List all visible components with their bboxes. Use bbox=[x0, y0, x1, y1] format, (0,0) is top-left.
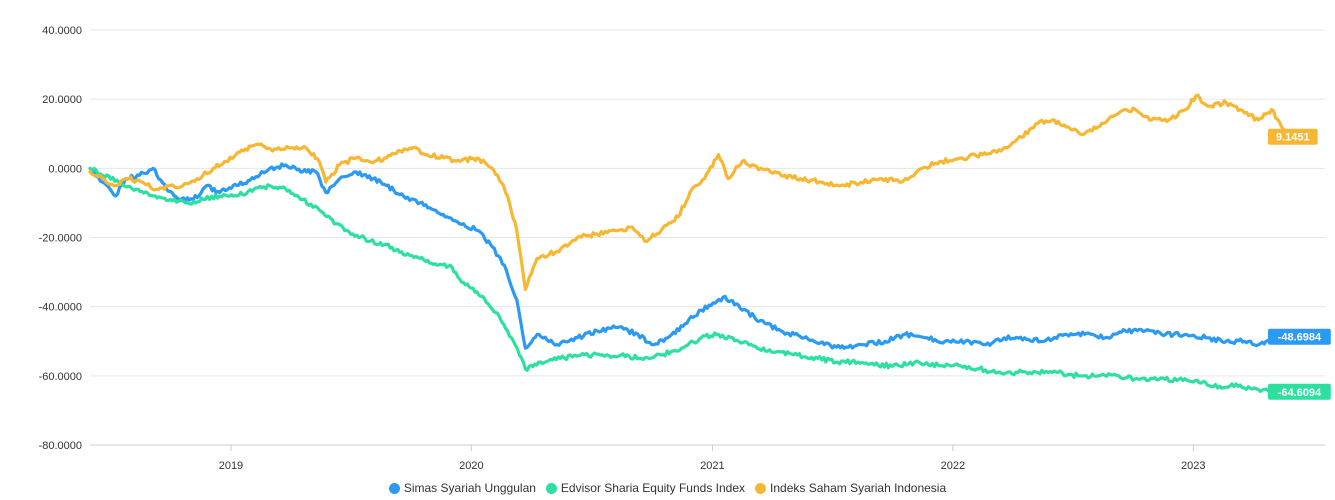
end-label-value: -48.6984 bbox=[1278, 332, 1322, 344]
y-tick-label: -20.0000 bbox=[39, 233, 82, 245]
line-chart: 40.0000 20.0000 0.0000 -20.0000 -40.0000 -60.… bbox=[39, 25, 1331, 472]
legend-marker bbox=[388, 482, 400, 494]
x-tick-label: 2020 bbox=[459, 460, 483, 472]
y-tick-label: -80.0000 bbox=[39, 440, 82, 452]
series-line bbox=[88, 93, 1290, 291]
series-line bbox=[88, 162, 1284, 350]
y-tick-label: -40.0000 bbox=[39, 302, 82, 314]
y-axis: 40.0000 20.0000 0.0000 -20.0000 -40.0000 -60.… bbox=[39, 25, 82, 452]
end-label-value: 9.1451 bbox=[1276, 132, 1310, 144]
legend-label: Simas Syariah Unggulan bbox=[403, 481, 536, 495]
x-tick-label: 2022 bbox=[941, 460, 965, 472]
legend-item[interactable]: Edvisor Sharia Equity Funds Index bbox=[545, 481, 746, 495]
end-label-value: -64.6094 bbox=[1278, 387, 1322, 399]
legend-marker bbox=[755, 482, 767, 494]
legend-item[interactable]: Simas Syariah Unggulan bbox=[388, 481, 536, 495]
x-tick-label: 2021 bbox=[700, 460, 724, 472]
end-label-badge bbox=[1268, 128, 1318, 145]
x-tick-label: 2019 bbox=[219, 460, 243, 472]
series-line bbox=[88, 166, 1284, 395]
y-tick-label: 40.0000 bbox=[42, 25, 82, 37]
legend-label: Indeks Saham Syariah Indonesia bbox=[770, 481, 947, 495]
legend: Simas Syariah Unggulan Edvisor Sharia Equ… bbox=[0, 481, 1335, 497]
end-label-badge bbox=[1268, 383, 1331, 400]
x-axis: 2019 2020 2021 2022 2023 bbox=[90, 444, 1325, 472]
y-tick-label: -60.0000 bbox=[39, 371, 82, 383]
gridlines bbox=[90, 29, 1325, 446]
series-lines bbox=[88, 93, 1290, 395]
y-tick-label: 20.0000 bbox=[42, 94, 82, 106]
legend-marker bbox=[545, 482, 557, 494]
legend-label: Edvisor Sharia Equity Funds Index bbox=[560, 481, 746, 495]
end-label-badge bbox=[1268, 328, 1331, 345]
end-labels: -48.6984 -64.6094 9.1451 bbox=[1268, 128, 1331, 400]
y-tick-label: 0.0000 bbox=[48, 163, 82, 175]
x-tick-label: 2023 bbox=[1181, 460, 1205, 472]
legend-item[interactable]: Indeks Saham Syariah Indonesia bbox=[755, 481, 946, 495]
